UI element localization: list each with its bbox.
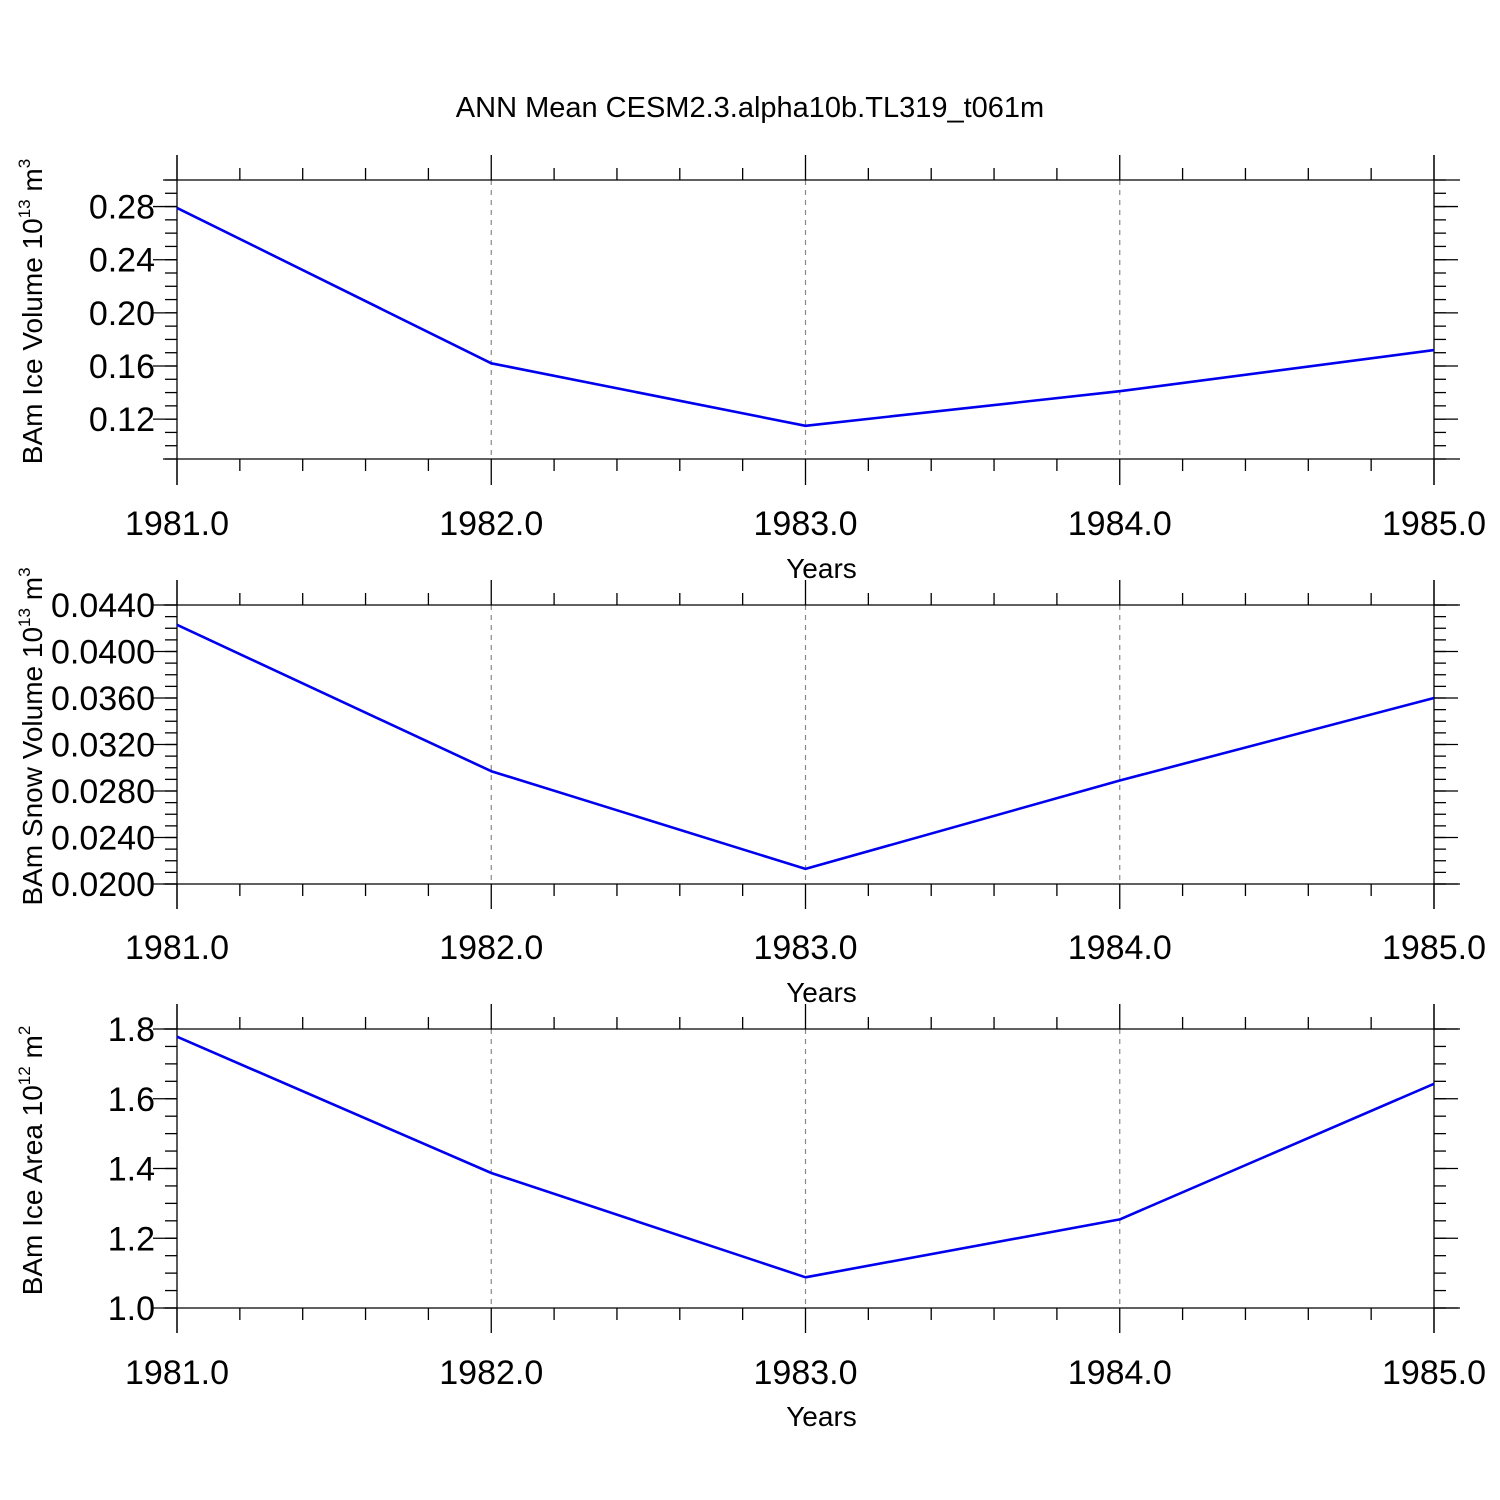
y-tick-label: 1.6: [108, 1081, 155, 1119]
series-line: [176, 623, 1435, 871]
y-tick-label: 0.12: [89, 401, 155, 439]
x-tick-label: 1984.0: [1068, 505, 1172, 543]
x-tick-label: 1982.0: [439, 505, 543, 543]
y-tick-label: 0.16: [89, 348, 155, 386]
panels: 1981.0 1982.0 1983.0 1984.0 1985.0 0.12 0.16 0.…: [15, 155, 1486, 1432]
y-tick-label: 0.0280: [51, 773, 155, 811]
chart-panel-3: 1981.0 1982.0 1983.0 1984.0 1985.0 1.0 1.2 1.4 1…: [15, 1004, 1486, 1432]
y-tick-label: 1.2: [108, 1220, 155, 1258]
chart-panel-1: 1981.0 1982.0 1983.0 1984.0 1985.0 0.12 0.16 0.…: [15, 155, 1486, 584]
x-tick-label: 1981.0: [125, 1354, 229, 1392]
y-axis-label: BAm Ice Volume 1013 m3: [15, 159, 48, 464]
y-tick-label: 0.28: [89, 189, 155, 227]
x-axis-label: Years: [786, 553, 857, 584]
x-tick-label: 1984.0: [1068, 929, 1172, 967]
x-tick-label: 1984.0: [1068, 1354, 1172, 1392]
x-axis-label: Years: [786, 977, 857, 1008]
y-tick-label: 0.0200: [51, 866, 155, 904]
y-tick-label: 0.0320: [51, 727, 155, 765]
x-axis-label: Years: [786, 1401, 857, 1432]
x-tick-label: 1983.0: [754, 1354, 858, 1392]
x-tick-label: 1981.0: [125, 929, 229, 967]
x-tick-label: 1981.0: [125, 505, 229, 543]
x-tick-label: 1985.0: [1382, 505, 1486, 543]
y-tick-label: 1.8: [108, 1011, 155, 1049]
series-line: [176, 1035, 1435, 1279]
y-tick-label: 0.20: [89, 295, 155, 333]
y-tick-label: 1.4: [108, 1151, 155, 1189]
y-axis-label: BAm Ice Area 1012 m2: [15, 1026, 48, 1296]
y-tick-label: 0.0440: [51, 587, 155, 625]
x-tick-label: 1985.0: [1382, 1354, 1486, 1392]
y-tick-label: 0.24: [89, 242, 155, 280]
y-tick-label: 0.0240: [51, 820, 155, 858]
y-axis-label: BAm Snow Volume 1013 m3: [15, 567, 48, 905]
y-tick-label: 0.0360: [51, 680, 155, 718]
figure-title: ANN Mean CESM2.3.alpha10b.TL319_t061m: [456, 92, 1044, 124]
series-line: [176, 206, 1435, 428]
chart-panel-2: 1981.0 1982.0 1983.0 1984.0 1985.0 0.0200 0.02…: [15, 567, 1486, 1008]
y-tick-label: 1.0: [108, 1290, 155, 1328]
x-tick-label: 1983.0: [754, 929, 858, 967]
x-tick-label: 1982.0: [439, 1354, 543, 1392]
x-tick-label: 1983.0: [754, 505, 858, 543]
x-tick-label: 1982.0: [439, 929, 543, 967]
x-tick-label: 1985.0: [1382, 929, 1486, 967]
y-tick-label: 0.0400: [51, 634, 155, 672]
